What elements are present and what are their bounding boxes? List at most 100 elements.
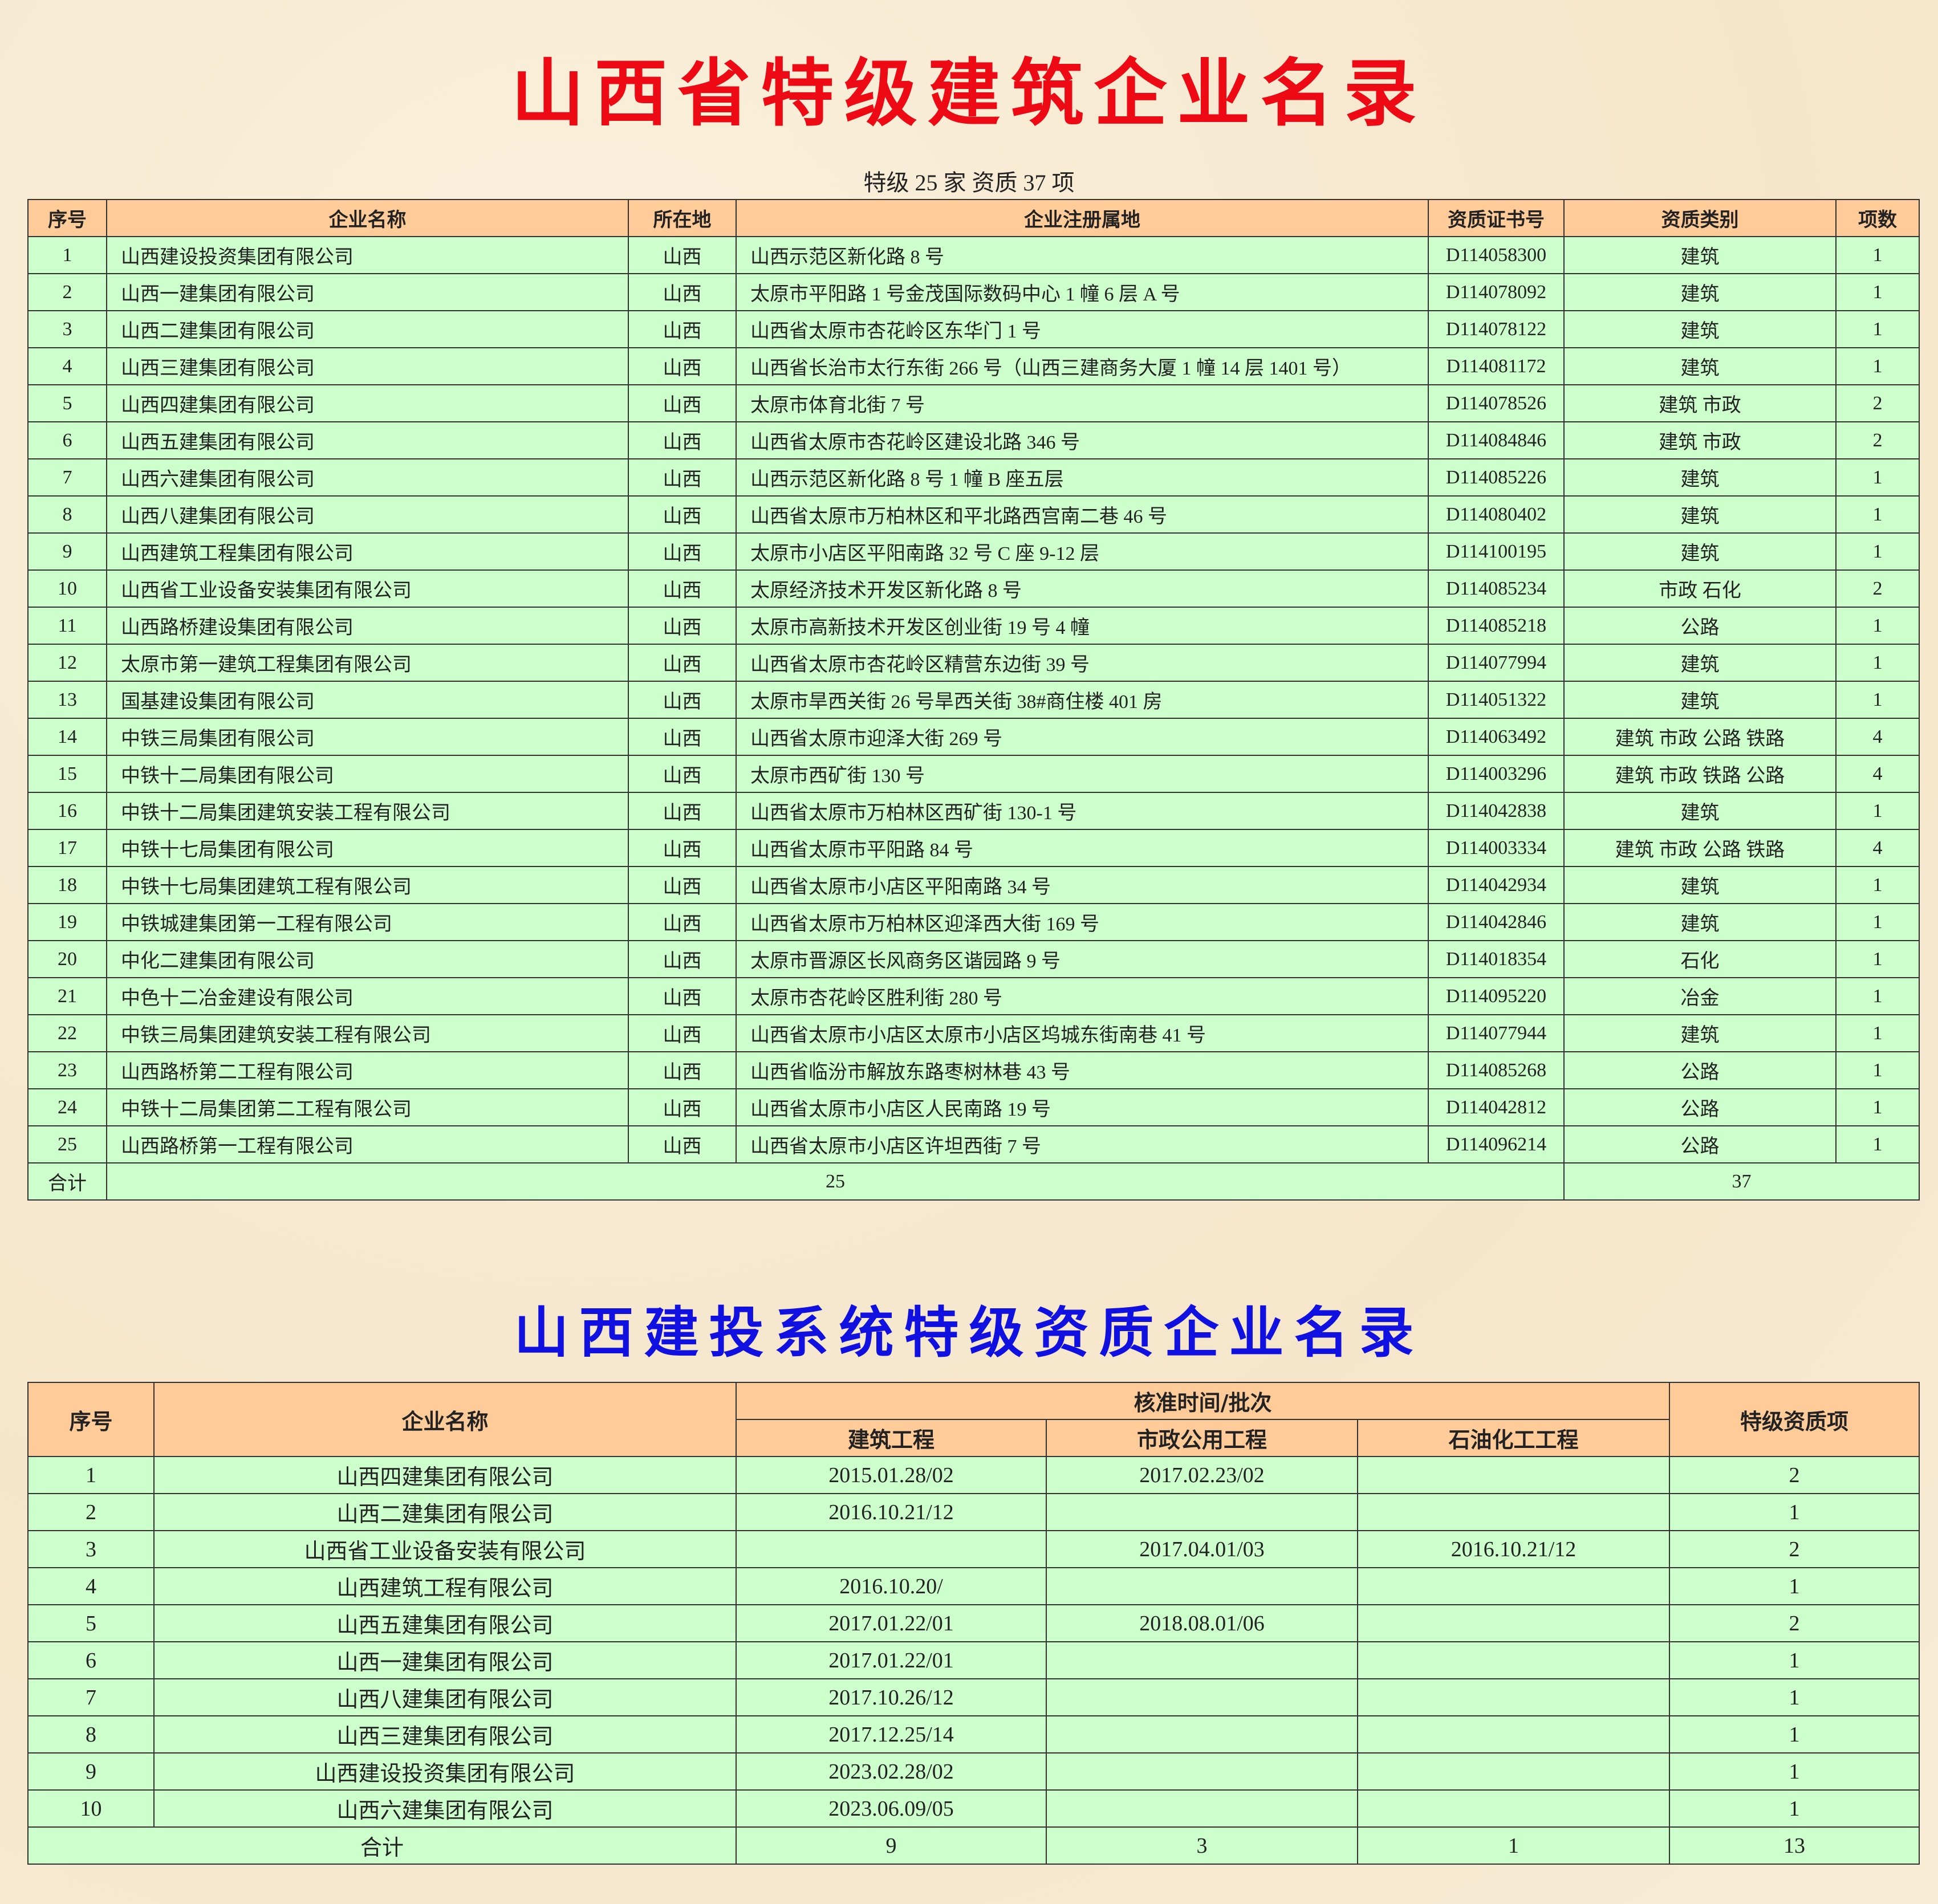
company-row: 17 中铁十七局集团有限公司 山西 山西省太原市平阳路 84 号 D114003334 建… xyxy=(27,829,1920,867)
building-date: 2017.01.22/01 xyxy=(736,1641,1047,1679)
qualification-type: 建筑 市政 铁路 公路 xyxy=(1563,755,1837,793)
company-name: 山西路桥建设集团有限公司 xyxy=(106,607,629,645)
municipal-date xyxy=(1046,1567,1358,1605)
column-header: 所在地 xyxy=(628,199,737,237)
certificate-number: D114084846 xyxy=(1428,421,1565,459)
item-count: 1 xyxy=(1835,607,1920,645)
address: 山西省太原市小店区太原市小店区坞城东街南巷 41 号 xyxy=(736,1014,1429,1052)
total-label: 合计 xyxy=(27,1826,737,1865)
company-row: 25 山西路桥第一工程有限公司 山西 山西省太原市小店区许坦西街 7 号 D114096… xyxy=(27,1125,1920,1163)
building-date xyxy=(736,1530,1047,1568)
certificate-number: D114085234 xyxy=(1428,569,1565,608)
row-number: 11 xyxy=(27,607,107,645)
company-row: 1 山西建设投资集团有限公司 山西 山西示范区新化路 8 号 D114058300 建筑 1 xyxy=(27,236,1920,274)
petrochemical-date xyxy=(1356,1641,1671,1679)
company-name: 山西四建集团有限公司 xyxy=(153,1456,737,1494)
item-count: 1 xyxy=(1835,532,1920,571)
company-row: 14 中铁三局集团有限公司 山西 山西省太原市迎泽大街 269 号 D114063492… xyxy=(27,718,1920,756)
row-number: 1 xyxy=(27,1456,155,1494)
company-row: 21 中色十二冶金建设有限公司 山西 太原市杏花岭区胜利街 280 号 D1140952… xyxy=(27,977,1920,1015)
location: 山西 xyxy=(628,236,737,274)
company-name: 中铁十二局集团有限公司 xyxy=(106,755,629,793)
item-count: 1 xyxy=(1835,1088,1920,1126)
subtitle: 特级 25 家 资质 37 项 xyxy=(863,170,1075,196)
company-row: 5 山西四建集团有限公司 山西 太原市体育北街 7 号 D114078526 建筑 市政 2 xyxy=(27,384,1920,422)
petrochemical-date xyxy=(1356,1715,1671,1754)
address: 山西省太原市迎泽大街 269 号 xyxy=(736,718,1429,756)
item-count: 1 xyxy=(1835,903,1920,941)
company-row: 1 山西四建集团有限公司 2015.01.28/02 2017.02.23/02 2 xyxy=(27,1456,1920,1494)
company-row: 9 山西建设投资集团有限公司 2023.02.28/02 1 xyxy=(27,1752,1920,1791)
address: 山西省太原市杏花岭区东华门 1 号 xyxy=(736,310,1429,348)
qualification-type: 建筑 市政 公路 铁路 xyxy=(1563,829,1837,867)
qualification-type: 建筑 xyxy=(1563,903,1837,941)
row-number: 6 xyxy=(27,421,107,459)
location: 山西 xyxy=(628,273,737,311)
municipal-date xyxy=(1046,1641,1358,1679)
item-count: 1 xyxy=(1835,866,1920,904)
row-number: 16 xyxy=(27,792,107,830)
group-header: 核准时间/批次 xyxy=(735,1382,1671,1420)
location: 山西 xyxy=(628,1014,737,1052)
item-count: 1 xyxy=(1835,792,1920,830)
row-number: 19 xyxy=(27,903,107,941)
location: 山西 xyxy=(628,569,737,608)
total-companies: 25 xyxy=(106,1162,1565,1201)
municipal-date xyxy=(1046,1493,1358,1531)
location: 山西 xyxy=(628,1088,737,1126)
item-count: 1 xyxy=(1835,940,1920,978)
certificate-number: D114085226 xyxy=(1428,458,1565,497)
item-count: 1 xyxy=(1669,1567,1920,1605)
certificate-number: D114051322 xyxy=(1428,681,1565,719)
company-name: 山西省工业设备安装有限公司 xyxy=(153,1530,737,1568)
company-row: 3 山西省工业设备安装有限公司 2017.04.01/03 2016.10.21/12… xyxy=(27,1530,1920,1568)
qualification-type: 建筑 xyxy=(1563,495,1837,534)
page-title: 山西省特级建筑企业名录 xyxy=(511,51,1427,136)
municipal-date: 2017.02.23/02 xyxy=(1046,1456,1358,1494)
company-name: 中铁十七局集团有限公司 xyxy=(106,829,629,867)
company-name: 山西四建集团有限公司 xyxy=(106,384,629,422)
location: 山西 xyxy=(628,903,737,941)
item-count: 1 xyxy=(1835,977,1920,1015)
address: 太原市小店区平阳南路 32 号 C 座 9-12 层 xyxy=(736,532,1429,571)
company-name: 中铁十二局集团第二工程有限公司 xyxy=(106,1088,629,1126)
row-number: 22 xyxy=(27,1014,107,1052)
company-name: 山西建筑工程集团有限公司 xyxy=(106,532,629,571)
location: 山西 xyxy=(628,384,737,422)
certificate-number: D114095220 xyxy=(1428,977,1565,1015)
company-row: 13 国基建设集团有限公司 山西 太原市旱西关街 26 号旱西关街 38#商住楼 40… xyxy=(27,681,1920,719)
petrochemical-date xyxy=(1356,1567,1671,1605)
total-value: 1 xyxy=(1356,1826,1671,1865)
item-count: 1 xyxy=(1669,1715,1920,1754)
column-header: 资质证书号 xyxy=(1428,199,1565,237)
company-name: 山西六建集团有限公司 xyxy=(106,458,629,497)
company-row: 5 山西五建集团有限公司 2017.01.22/01 2018.08.01/06 2 xyxy=(27,1604,1920,1642)
qualification-type: 建筑 xyxy=(1563,273,1837,311)
location: 山西 xyxy=(628,310,737,348)
address: 太原市体育北街 7 号 xyxy=(736,384,1429,422)
item-count: 1 xyxy=(1835,644,1920,682)
location: 山西 xyxy=(628,681,737,719)
company-name: 中铁十二局集团建筑安装工程有限公司 xyxy=(106,792,629,830)
company-name: 山西五建集团有限公司 xyxy=(153,1604,737,1642)
item-count: 1 xyxy=(1669,1789,1920,1828)
certificate-number: D114077944 xyxy=(1428,1014,1565,1052)
total-value: 13 xyxy=(1669,1826,1920,1865)
company-row: 8 山西三建集团有限公司 2017.12.25/14 1 xyxy=(27,1715,1920,1754)
row-number: 7 xyxy=(27,1678,155,1716)
address: 太原市西矿街 130 号 xyxy=(736,755,1429,793)
address: 太原市高新技术开发区创业街 19 号 4 幢 xyxy=(736,607,1429,645)
petrochemical-date xyxy=(1356,1493,1671,1531)
item-count: 4 xyxy=(1835,755,1920,793)
municipal-date: 2017.04.01/03 xyxy=(1046,1530,1358,1568)
address: 山西省太原市杏花岭区建设北路 346 号 xyxy=(736,421,1429,459)
row-number: 10 xyxy=(27,1789,155,1828)
municipal-date xyxy=(1046,1789,1358,1828)
address: 山西省太原市杏花岭区精营东边街 39 号 xyxy=(736,644,1429,682)
location: 山西 xyxy=(628,755,737,793)
company-row: 8 山西八建集团有限公司 山西 山西省太原市万柏林区和平北路西宫南二巷 46 号 D11… xyxy=(27,495,1920,534)
company-name: 山西五建集团有限公司 xyxy=(106,421,629,459)
address: 太原市平阳路 1 号金茂国际数码中心 1 幢 6 层 A 号 xyxy=(736,273,1429,311)
